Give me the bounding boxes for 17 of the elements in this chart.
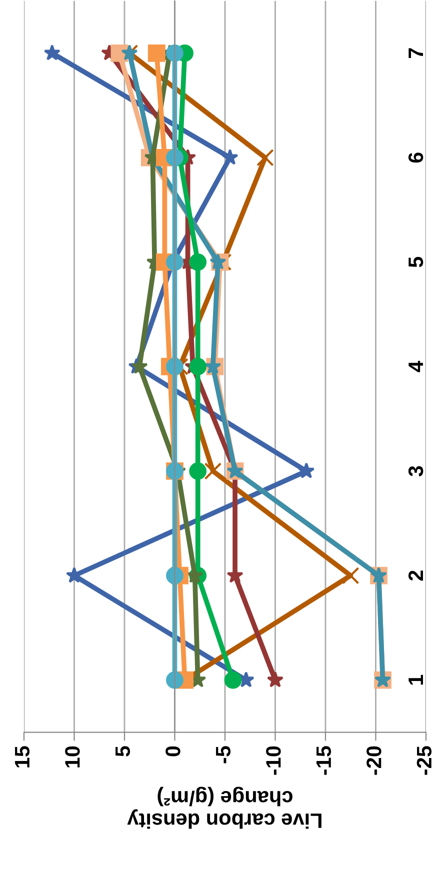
x-tick-label: -15 <box>316 746 332 775</box>
y-tick-label: 1 <box>408 674 423 685</box>
y-tick-label: 5 <box>408 256 424 268</box>
x-tick-label: 0 <box>166 746 180 756</box>
x-tick-label: 15 <box>15 746 30 768</box>
y-tick-label: 3 <box>408 466 424 476</box>
x-tick-label: -20 <box>366 746 382 775</box>
x-tick-label: -25 <box>416 746 432 775</box>
y-tick-label: 7 <box>408 48 423 58</box>
x-axis-title: Live carbon density change (g/m²) <box>127 786 322 829</box>
x-tick-label: 10 <box>65 746 80 768</box>
x-tick-label: -5 <box>216 746 231 764</box>
y-tick-label: 4 <box>408 360 423 372</box>
y-tick-label: 2 <box>408 570 423 581</box>
y-tick-label: 6 <box>408 152 424 163</box>
x-tick-label: -10 <box>266 746 281 775</box>
x-tick-label: 5 <box>116 746 130 756</box>
